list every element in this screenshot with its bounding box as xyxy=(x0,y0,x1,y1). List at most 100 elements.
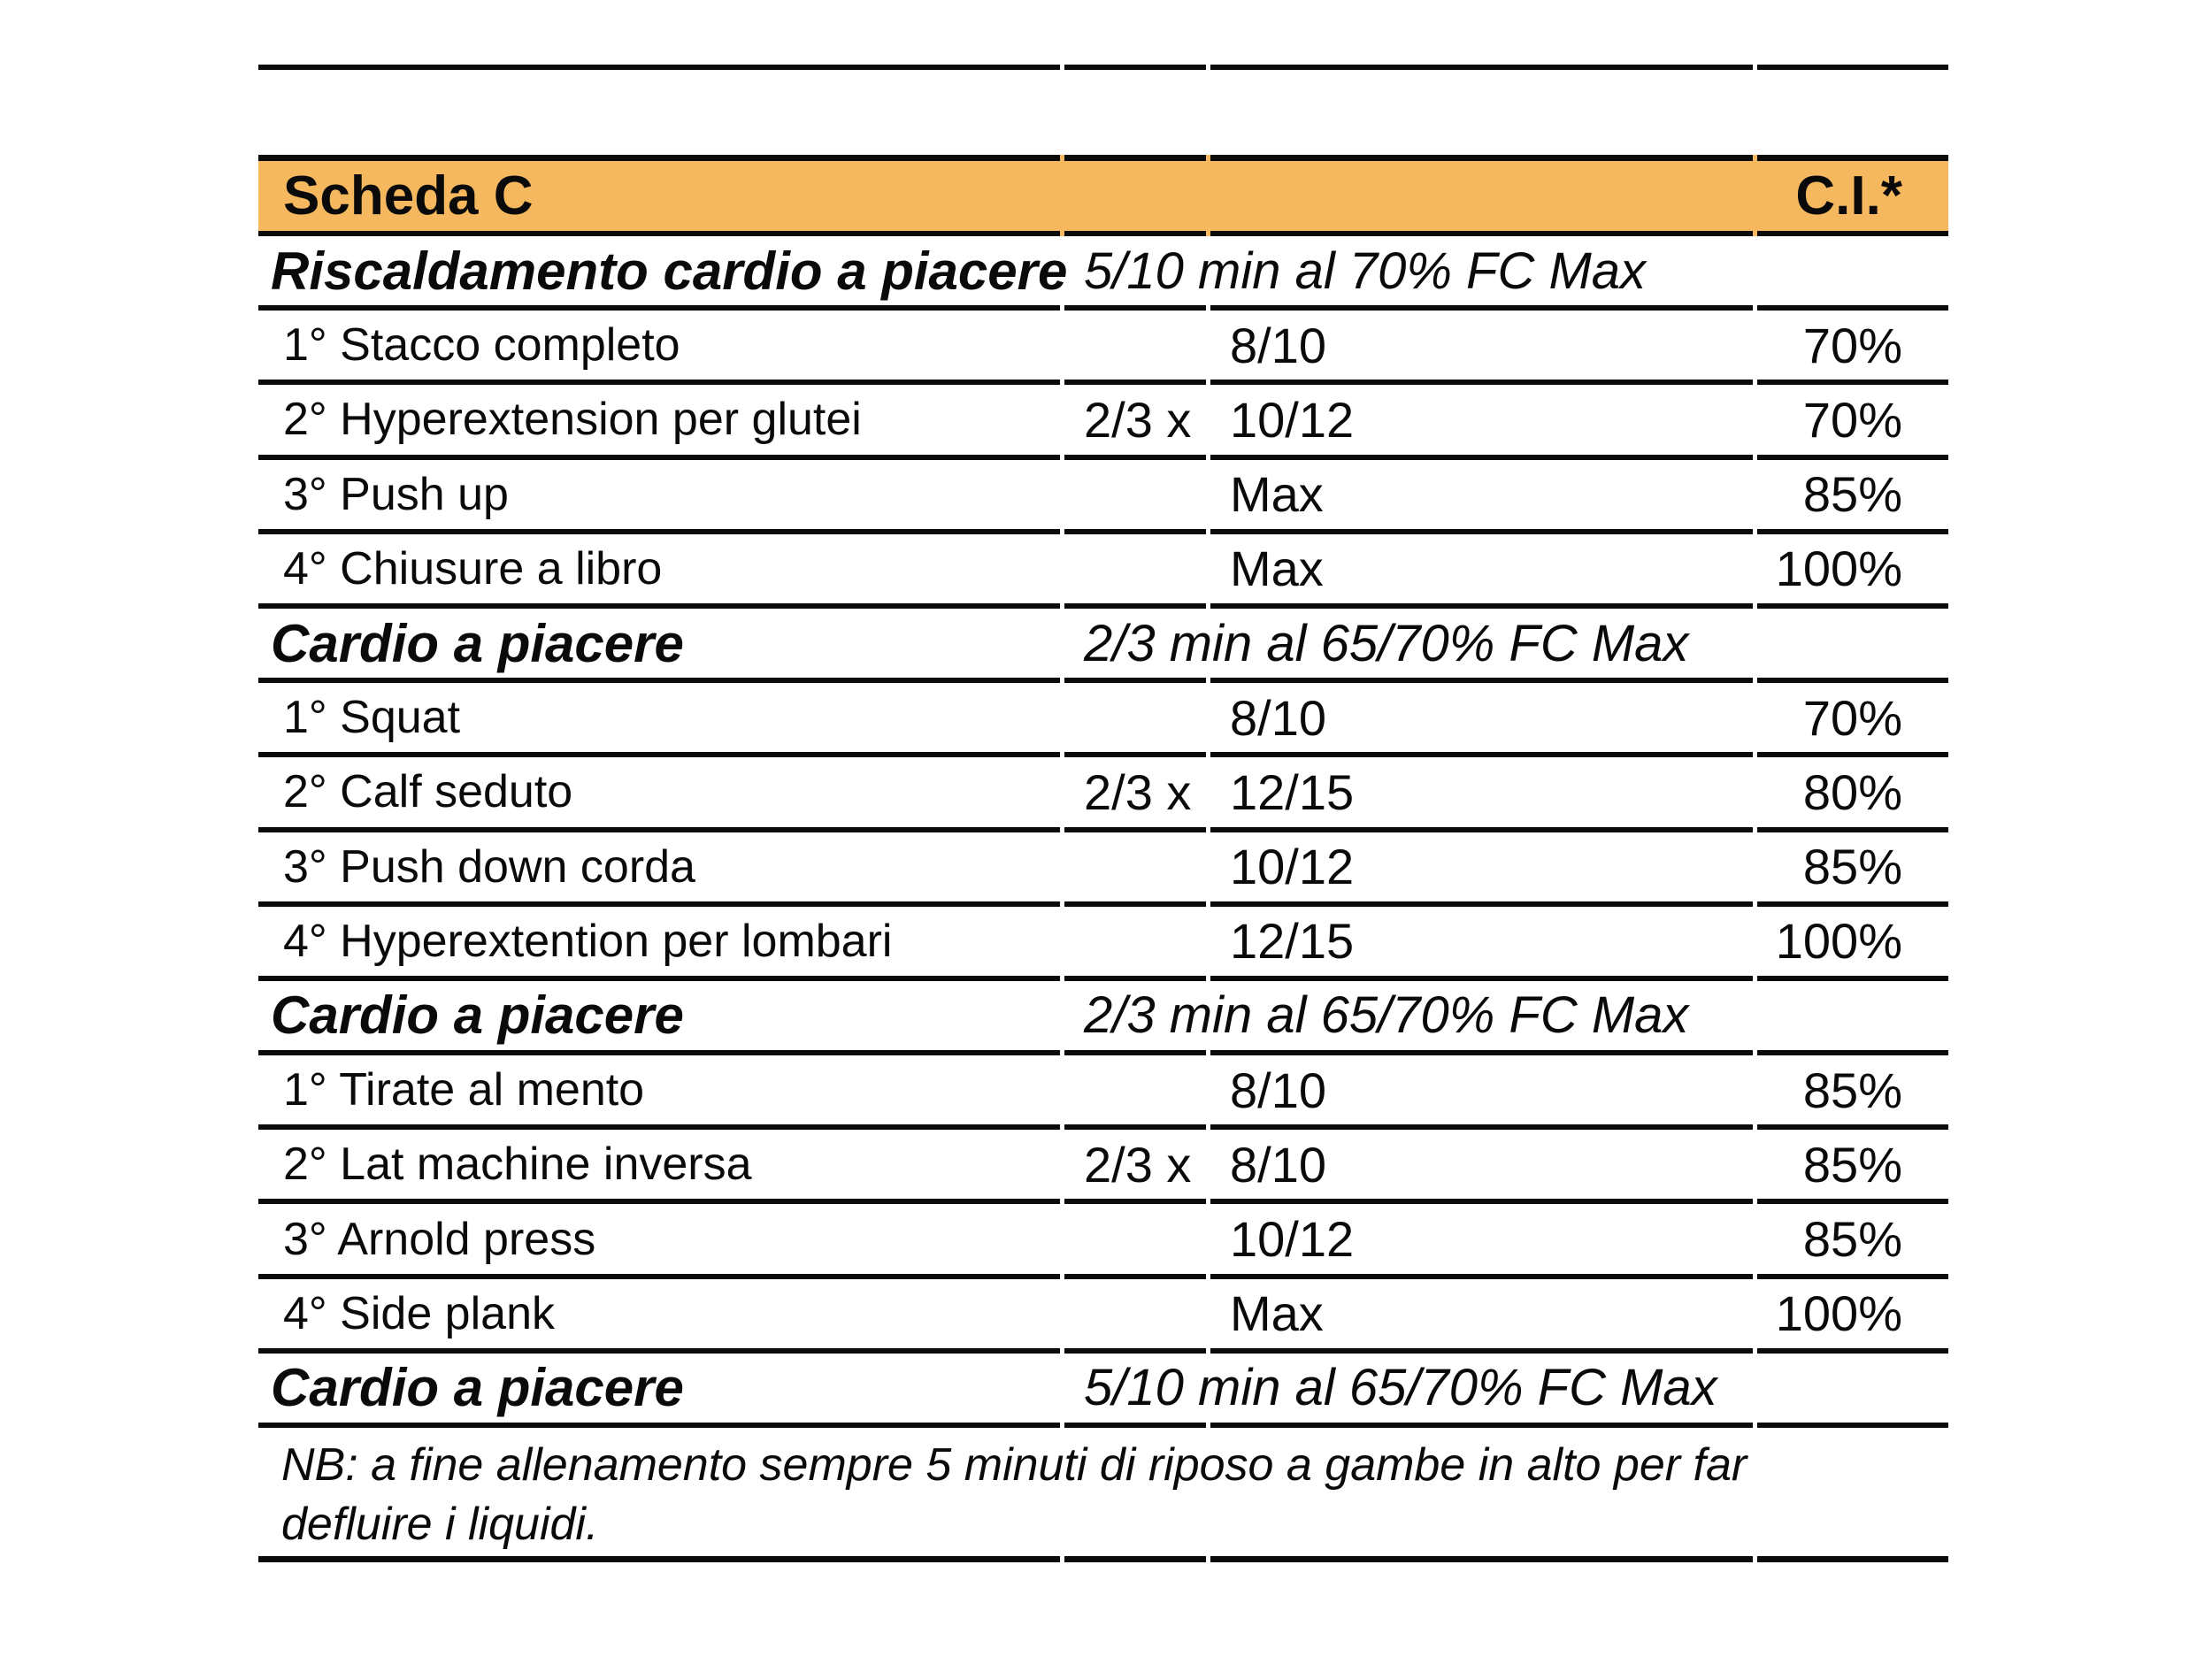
reps-value-text: 12/15 xyxy=(1230,763,1355,820)
reps-value-text: 10/12 xyxy=(1230,1211,1355,1268)
reps-value-text: 8/10 xyxy=(1230,1136,1326,1193)
exercise-name-text: 1° Tirate al mento xyxy=(283,1064,645,1116)
reps-value: Max xyxy=(1210,534,1753,609)
intensity-value: 85% xyxy=(1757,1130,1948,1205)
reps-value-text: 8/10 xyxy=(1230,689,1326,746)
exercise-name: 2° Lat machine inversa xyxy=(258,1130,1060,1205)
sets-multiplier xyxy=(1064,311,1206,386)
section-title: Cardio a piacere xyxy=(258,1354,1060,1428)
section-header-row: Cardio a piacere 2/3 min al 65/70% FC Max xyxy=(258,981,1948,1056)
reps-value: 10/12 xyxy=(1210,1204,1753,1279)
section-header-row: Cardio a piacere 2/3 min al 65/70% FC Max xyxy=(258,609,1948,684)
section-cardio-detail-text: 5/10 min al 70% FC Max xyxy=(1084,242,1647,300)
sets-multiplier xyxy=(1064,832,1206,907)
exercise-name-text: 3° Push up xyxy=(283,468,509,520)
sheet-title-cell: Scheda C xyxy=(258,155,1060,236)
section-cardio-detail: 2/3 min al 65/70% FC Max xyxy=(1064,981,1688,1056)
intensity-value: 70% xyxy=(1757,311,1948,386)
note-line-2: defluire i liquidi. xyxy=(281,1498,599,1550)
sets-multiplier xyxy=(1064,683,1206,758)
reps-value: Max xyxy=(1210,1279,1753,1354)
reps-value-text: Max xyxy=(1230,1285,1324,1342)
section-empty-cell xyxy=(1757,981,1948,1056)
intensity-value: 85% xyxy=(1757,1055,1948,1131)
horizontal-rule-segment xyxy=(258,65,1060,70)
reps-value: 12/15 xyxy=(1210,757,1753,832)
exercise-name: 2° Hyperextension per glutei xyxy=(258,385,1060,460)
intensity-value: 85% xyxy=(1757,460,1948,534)
exercise-name: 1° Stacco completo xyxy=(258,311,1060,386)
note-row: NB: a fine allenamento sempre 5 minuti d… xyxy=(258,1428,1948,1562)
intensity-value: 70% xyxy=(1757,385,1948,460)
intensity-value-text: 70% xyxy=(1802,391,1902,448)
reps-value-text: 8/10 xyxy=(1230,317,1326,373)
intensity-value: 100% xyxy=(1757,907,1948,981)
section-cardio-detail-text: 5/10 min al 65/70% FC Max xyxy=(1084,1359,1717,1417)
exercise-name: 3° Push down corda xyxy=(258,832,1060,907)
section-empty-cell xyxy=(1757,236,1948,311)
reps-value-text: Max xyxy=(1230,466,1324,523)
note-text: NB: a fine allenamento sempre 5 minuti d… xyxy=(258,1428,1747,1562)
exercise-row: 3° Arnold press 10/12 85% xyxy=(258,1204,1948,1279)
reps-value: 10/12 xyxy=(1210,832,1753,907)
header-empty-cell xyxy=(1210,155,1753,236)
exercise-name: 3° Push up xyxy=(258,460,1060,534)
section-title: Cardio a piacere xyxy=(258,981,1060,1056)
intensity-value-text: 100% xyxy=(1775,1285,1902,1342)
sets-multiplier-text: 2/3 x xyxy=(1084,1136,1192,1193)
exercise-row: 4° Hyperextention per lombari 12/15 100% xyxy=(258,907,1948,981)
section-cardio-detail: 2/3 min al 65/70% FC Max xyxy=(1064,609,1688,684)
intensity-value-text: 85% xyxy=(1802,1136,1902,1193)
exercise-row: 4° Side plank Max 100% xyxy=(258,1279,1948,1354)
sets-multiplier: 2/3 x xyxy=(1064,757,1206,832)
exercise-row: 1° Tirate al mento 8/10 85% xyxy=(258,1055,1948,1131)
sets-multiplier xyxy=(1064,460,1206,534)
section-cardio-detail-text: 2/3 min al 65/70% FC Max xyxy=(1084,614,1689,672)
sets-multiplier xyxy=(1064,907,1206,981)
sets-multiplier: 2/3 x xyxy=(1064,1130,1206,1205)
exercise-row: 3° Push down corda 10/12 85% xyxy=(258,832,1948,907)
exercise-row: 3° Push up Max 85% xyxy=(258,460,1948,534)
note-empty-cell xyxy=(1757,1428,1948,1562)
intensity-value: 100% xyxy=(1757,1279,1948,1354)
section-header-row: Cardio a piacere 5/10 min al 65/70% FC Ma… xyxy=(258,1354,1948,1428)
section-empty-cell xyxy=(1757,1354,1948,1428)
ci-header-cell: C.I.* xyxy=(1757,155,1948,236)
exercise-name-text: 3° Push down corda xyxy=(283,840,695,893)
intensity-value: 85% xyxy=(1757,1204,1948,1279)
intensity-value: 80% xyxy=(1757,757,1948,832)
exercise-name: 4° Side plank xyxy=(258,1279,1060,1354)
exercise-name-text: 2° Lat machine inversa xyxy=(283,1139,752,1191)
section-title-text: Riscaldamento cardio a piacere xyxy=(271,241,1068,301)
section-header-row: Riscaldamento cardio a piacere 5/10 min a… xyxy=(258,236,1948,311)
exercise-row: 1° Stacco completo 8/10 70% xyxy=(258,311,1948,386)
intensity-value-text: 70% xyxy=(1802,689,1902,746)
intensity-value-text: 70% xyxy=(1802,317,1902,373)
exercise-row: 2° Hyperextension per glutei 2/3 x 10/12 70… xyxy=(258,385,1948,460)
section-cardio-detail: 5/10 min al 70% FC Max xyxy=(1064,236,1646,311)
top-rule xyxy=(258,65,1948,70)
horizontal-rule-segment xyxy=(1757,65,1948,70)
reps-value-text: 12/15 xyxy=(1230,913,1355,970)
section-empty-cell xyxy=(1210,1354,1753,1428)
section-empty-cell xyxy=(1210,981,1753,1056)
intensity-value-text: 85% xyxy=(1802,1062,1902,1118)
exercise-row: 1° Squat 8/10 70% xyxy=(258,683,1948,758)
intensity-value-text: 85% xyxy=(1802,839,1902,895)
reps-value: 8/10 xyxy=(1210,683,1753,758)
intensity-value: 70% xyxy=(1757,683,1948,758)
section-empty-cell xyxy=(1210,236,1753,311)
note-line-1: NB: a fine allenamento sempre 5 minuti d… xyxy=(281,1438,1747,1491)
note-empty-cell xyxy=(1210,1428,1753,1562)
sets-multiplier-text: 2/3 x xyxy=(1084,391,1192,448)
workout-table: Scheda C C.I.* Riscaldamento cardio a pi… xyxy=(258,155,1948,1562)
exercise-name-text: 2° Calf seduto xyxy=(283,766,573,818)
intensity-value: 85% xyxy=(1757,832,1948,907)
sets-multiplier xyxy=(1064,1279,1206,1354)
reps-value: Max xyxy=(1210,460,1753,534)
section-empty-cell xyxy=(1210,609,1753,684)
exercise-name-text: 1° Squat xyxy=(283,692,461,744)
exercise-row: 2° Lat machine inversa 2/3 x 8/10 85% xyxy=(258,1130,1948,1205)
reps-value-text: 10/12 xyxy=(1230,391,1355,448)
exercise-row: 2° Calf seduto 2/3 x 12/15 80% xyxy=(258,757,1948,832)
